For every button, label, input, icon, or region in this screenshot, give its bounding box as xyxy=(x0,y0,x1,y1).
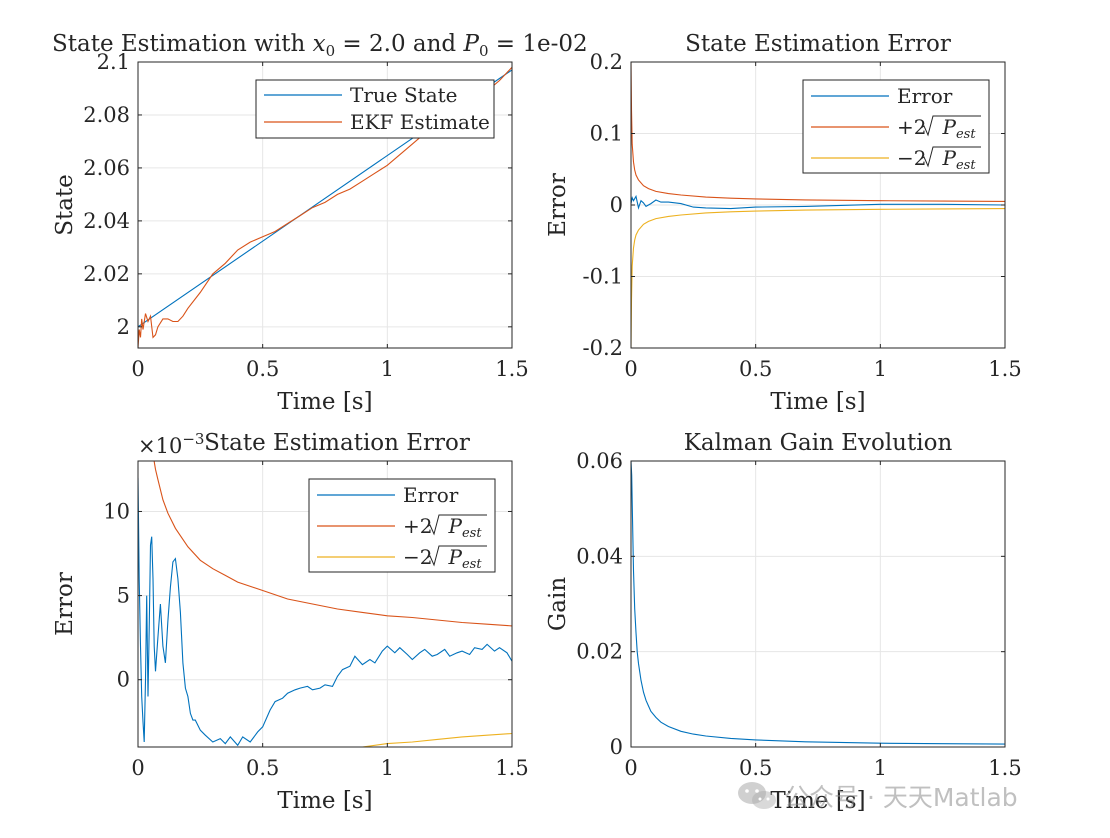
chart-title: State Estimation Error xyxy=(204,430,470,456)
legend-label-2: −2 Pest xyxy=(403,545,482,572)
x-tick-label: 1.5 xyxy=(988,357,1021,381)
y-tick-label: -0.1 xyxy=(583,265,624,289)
y-tick-label: 0.06 xyxy=(576,449,623,473)
x-axis-label: Time [s] xyxy=(770,389,865,415)
sqrt-symbol xyxy=(426,514,487,536)
y-axis-label: State xyxy=(52,174,78,236)
series-line-2 xyxy=(631,208,1005,348)
x-tick-label: 0.5 xyxy=(739,357,772,381)
wechat-icon xyxy=(738,782,776,809)
x-tick-label: 1 xyxy=(874,756,887,780)
y-tick-label: 2.02 xyxy=(83,262,130,286)
plot-area xyxy=(631,461,1005,747)
x-tick-label: 1 xyxy=(381,756,394,780)
y-tick-label: 0.02 xyxy=(576,640,623,664)
x-tick-label: 1.5 xyxy=(988,756,1021,780)
watermark: 公众号 · 天天Matlab xyxy=(736,776,1096,816)
x-tick-label: 1.5 xyxy=(495,756,528,780)
y-tick-label: 2.1 xyxy=(97,50,130,74)
y-tick-label: 0 xyxy=(117,668,130,692)
legend-label-2: −2 Pest xyxy=(897,146,976,173)
chart-error1: 0 0.5 1 1.5 -0.2 -0.1 0 0.1 0.2 Time [s] Error Stat… xyxy=(545,31,1022,415)
x-axis-label: Time [s] xyxy=(770,788,865,814)
series-line-0 xyxy=(138,477,512,747)
x-tick-label: 1.5 xyxy=(495,357,528,381)
series-line-1 xyxy=(153,461,512,627)
y-tick-label: 0.04 xyxy=(576,544,623,568)
x-tick-label: 0.5 xyxy=(246,357,279,381)
x-tick-label: 0 xyxy=(131,357,144,381)
x-tick-label: 0 xyxy=(131,756,144,780)
legend: Error +2 Pest −2 Pest xyxy=(802,79,990,174)
sqrt-symbol xyxy=(426,545,487,567)
x-tick-label: 1 xyxy=(874,357,887,381)
x-tick-label: 1 xyxy=(381,357,394,381)
chart-title: State Estimation Error xyxy=(685,31,951,57)
legend-box xyxy=(255,79,495,139)
sqrt-symbol xyxy=(920,146,981,168)
legend-label-0: True State xyxy=(350,83,458,107)
axes-box xyxy=(137,61,513,349)
y-tick-label: 0.2 xyxy=(590,50,623,74)
y-tick-label: 0.1 xyxy=(590,122,623,146)
series-line-0 xyxy=(631,194,1005,210)
legend: Error +2 Pest −2 Pest xyxy=(308,478,496,573)
y-tick-label: 0 xyxy=(610,193,623,217)
legend-label-0: Error xyxy=(897,84,953,108)
y-tick-label: 10 xyxy=(103,499,130,523)
chart-state: 0 0.5 1 1.5 2 2.02 2.04 2.06 2.08 2.1 Time [s] Stat… xyxy=(52,31,588,415)
x-tick-label: 0 xyxy=(624,357,637,381)
sqrt-symbol xyxy=(920,115,981,137)
y-tick-label: 5 xyxy=(117,584,130,608)
chart-title: Kalman Gain Evolution xyxy=(684,430,953,456)
legend-label-1: EKF Estimate xyxy=(350,110,490,134)
y-tick-label: 2.08 xyxy=(83,103,130,127)
y-axis-label: Error xyxy=(52,572,78,636)
x-axis-label: Time [s] xyxy=(277,389,372,415)
y-axis-label: Error xyxy=(545,173,571,237)
watermark-text: 公众号 · 天天Matlab xyxy=(784,783,1018,812)
legend-label-1: +2 Pest xyxy=(897,115,976,142)
y-tick-label: 2.04 xyxy=(83,209,130,233)
axes-box xyxy=(137,460,513,748)
y-tick-label: 2.06 xyxy=(83,156,130,180)
axes-box xyxy=(630,460,1006,748)
axis-exponent: ×10−3 xyxy=(138,430,204,458)
x-tick-label: 0.5 xyxy=(739,756,772,780)
legend: True State EKF Estimate xyxy=(255,79,495,139)
x-tick-label: 0 xyxy=(624,756,637,780)
y-tick-label: -0.2 xyxy=(583,336,624,360)
y-tick-label: 2 xyxy=(117,315,130,339)
x-tick-label: 0.5 xyxy=(246,756,279,780)
y-axis-label: Gain xyxy=(545,577,571,631)
chart-gain: 0 0.5 1 1.5 0 0.02 0.04 0.06 Time [s] Gain Kalman … xyxy=(545,430,1022,814)
legend-label-1: +2 Pest xyxy=(403,514,482,541)
chart-title: State Estimation with x0 = 2.0 and P0 = … xyxy=(52,31,588,60)
y-tick-label: 0 xyxy=(610,735,623,759)
series-line-0 xyxy=(631,461,1005,745)
series-line-1 xyxy=(631,62,1005,202)
chart-error2: 0 0.5 1 1.5 0 5 10 Time [s] Error State Estimatio… xyxy=(52,430,529,814)
legend-label-0: Error xyxy=(403,483,459,507)
x-axis-label: Time [s] xyxy=(277,788,372,814)
